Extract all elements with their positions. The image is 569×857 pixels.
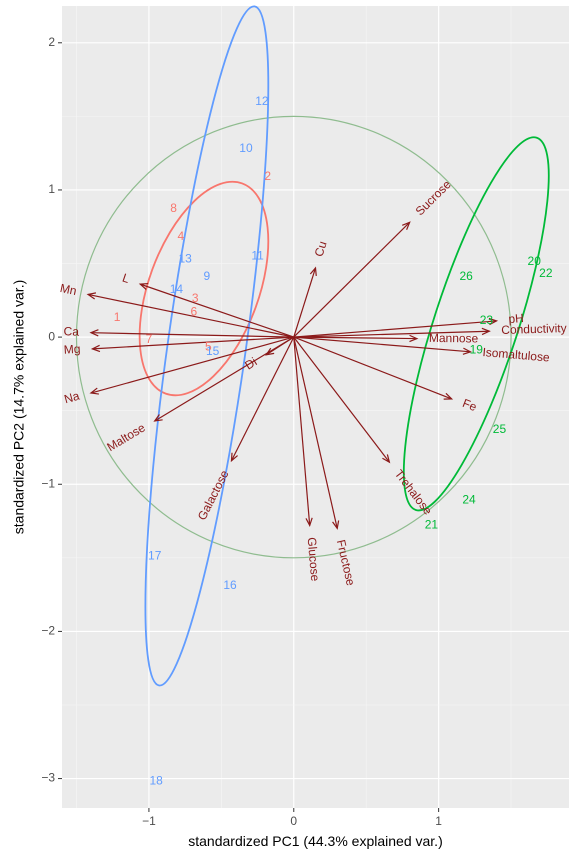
vector-arrowhead-maltose <box>153 414 163 422</box>
observation-label-25: 25 <box>493 422 507 436</box>
observation-label-19: 19 <box>470 343 484 357</box>
vector-l <box>140 283 294 338</box>
vector-ph <box>293 320 497 338</box>
vector-fe <box>293 336 452 400</box>
observation-label-21: 21 <box>425 518 439 532</box>
vector-maltose <box>154 336 295 422</box>
grid-lines <box>62 6 569 808</box>
observation-label-23: 23 <box>480 313 494 327</box>
group-ellipse-3 <box>402 136 550 512</box>
observation-label-1: 1 <box>114 310 121 324</box>
variable-label-mg: Mg <box>63 342 80 357</box>
vector-trehalose <box>293 336 390 463</box>
observation-label-4: 4 <box>177 229 184 243</box>
vector-arrowhead-glucose <box>305 517 313 527</box>
correlation-circle <box>75 115 512 559</box>
vector-arrowhead-conductivity <box>481 327 491 336</box>
observation-label-9: 9 <box>204 269 211 283</box>
variable-label-mannose: Mannose <box>429 331 479 346</box>
y-tick-label: −1 <box>41 476 55 490</box>
vector-cu <box>293 267 317 338</box>
y-tick-label: 2 <box>48 35 55 49</box>
vector-arrowhead-mn <box>86 292 97 300</box>
x-tick-label: 1 <box>435 814 442 828</box>
observation-label-14: 14 <box>170 282 184 296</box>
vector-arrowhead-mg <box>90 344 101 353</box>
observation-label-8: 8 <box>170 201 177 215</box>
vector-mannose <box>293 336 417 340</box>
vector-isomaltulose <box>293 336 471 353</box>
observation-label-13: 13 <box>178 251 192 265</box>
variable-label-na: Na <box>63 389 82 407</box>
vector-arrowhead-fructose <box>332 520 340 530</box>
observation-label-12: 12 <box>255 94 269 108</box>
vector-arrowhead-ph <box>488 317 499 326</box>
observation-label-11: 11 <box>251 248 264 262</box>
vector-mn <box>87 293 294 338</box>
x-axis-title: standardized PC1 (44.3% explained var.) <box>188 833 442 849</box>
variable-label-ph: pH <box>508 311 524 326</box>
vector-arrowhead-cu <box>309 266 317 276</box>
observation-label-10: 10 <box>239 141 253 155</box>
x-tick-label: 0 <box>290 814 297 828</box>
observation-label-5: 5 <box>205 340 212 354</box>
observation-labels: 1234567891011121314151617181920212223242… <box>114 94 553 788</box>
vector-fructose <box>293 336 338 529</box>
vector-glucose <box>293 337 311 526</box>
x-tick-label: −1 <box>142 814 156 828</box>
observation-label-18: 18 <box>149 774 163 788</box>
observation-label-17: 17 <box>148 549 162 563</box>
vector-arrowhead-galactose <box>230 452 238 463</box>
group-ellipses <box>138 5 550 687</box>
observation-label-15: 15 <box>206 344 220 358</box>
group-ellipse-1 <box>138 180 270 397</box>
y-axis-title: standardized PC2 (14.7% explained var.) <box>11 280 27 534</box>
observation-label-22: 22 <box>539 266 553 280</box>
vector-arrowhead-fe <box>443 392 454 400</box>
correlation-circle-layer <box>75 115 512 559</box>
vector-sucrose <box>293 221 411 338</box>
vector-arrowhead-sucrose <box>402 221 411 230</box>
y-tick-label: −2 <box>41 624 55 638</box>
observation-label-7: 7 <box>146 332 153 346</box>
vector-arrowhead-na <box>89 387 99 395</box>
variable-label-mn: Mn <box>59 281 78 298</box>
group-ellipse-2 <box>144 5 270 687</box>
y-tick-label: 1 <box>48 182 55 196</box>
variable-label-conductivity: Conductivity <box>501 321 567 337</box>
plot-panel <box>62 6 569 808</box>
observation-label-2: 2 <box>264 169 271 183</box>
vector-arrowhead-ca <box>89 329 99 337</box>
vector-di <box>265 336 295 356</box>
observation-label-26: 26 <box>459 269 473 283</box>
observation-label-6: 6 <box>190 304 197 318</box>
vector-ca <box>90 332 294 338</box>
observation-label-20: 20 <box>528 254 542 268</box>
vector-conductivity <box>293 330 490 338</box>
vector-mg <box>92 336 294 350</box>
variable-label-fe: Fe <box>461 396 479 414</box>
vector-arrowhead-isomaltulose <box>462 347 473 355</box>
y-tick-label: −3 <box>41 771 55 785</box>
vector-arrowhead-trehalose <box>382 454 391 464</box>
variable-label-cu: Cu <box>312 240 330 259</box>
vector-galactose <box>230 336 295 461</box>
vector-arrowhead-l <box>138 282 149 290</box>
vector-na <box>90 336 294 394</box>
variable-label-isomaltulose: Isomaltulose <box>482 345 551 365</box>
observation-label-16: 16 <box>223 578 237 592</box>
vector-arrowhead-mannose <box>409 334 419 343</box>
variable-label-ca: Ca <box>63 324 79 338</box>
observation-label-24: 24 <box>462 493 476 507</box>
observation-label-3: 3 <box>192 291 199 305</box>
variable-label-glucose: Glucose <box>305 537 323 582</box>
vector-arrowhead-di <box>264 347 275 356</box>
y-tick-label: 0 <box>48 329 55 343</box>
variable-label-l: L <box>121 271 132 287</box>
